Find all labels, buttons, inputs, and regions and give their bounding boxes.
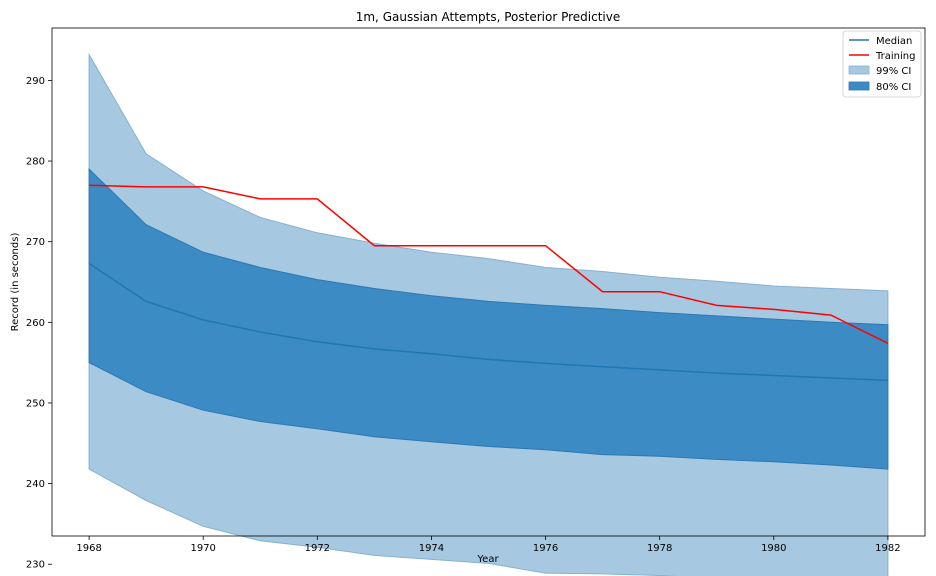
x-tick-label: 1968: [76, 543, 101, 554]
series-lines: [88, 184, 889, 382]
x-tick-label: 1978: [647, 543, 672, 554]
legend: Median Training 99% CI 80% CI: [842, 30, 922, 98]
chart-title: 1m, Gaussian Attempts, Posterior Predict…: [356, 10, 621, 24]
x-tick-label: 1982: [875, 543, 900, 554]
plot-frame: [51, 27, 926, 537]
legend-label-training: Training: [875, 51, 915, 62]
y-tick-label: 280: [26, 157, 45, 168]
y-tick-label: 230: [26, 560, 45, 571]
legend-box: [842, 30, 922, 98]
x-tick-label: 1974: [419, 543, 444, 554]
y-tick-label: 250: [26, 398, 45, 409]
legend-label-99ci: 99% CI: [876, 66, 911, 77]
series-line-training: [89, 184, 889, 344]
legend-swatch-99ci: [848, 65, 870, 75]
x-tick-label: 1976: [533, 543, 558, 554]
y-axis-label: Record (in seconds): [10, 233, 21, 332]
legend-swatch-80ci: [848, 81, 870, 91]
x-tick-label: 1972: [305, 543, 330, 554]
y-tick-label: 240: [26, 479, 45, 490]
x-axis-label: Year: [476, 554, 499, 565]
y-tick-label: 260: [26, 318, 45, 329]
legend-label-80ci: 80% CI: [876, 82, 911, 93]
y-tick-label: 290: [26, 76, 45, 87]
ci-bands: [88, 52, 889, 576]
x-tick-label: 1980: [761, 543, 786, 554]
legend-label-median: Median: [876, 36, 912, 47]
y-tick-label: 270: [26, 237, 45, 248]
band-80-ci: [88, 167, 889, 470]
x-tick-label: 1970: [190, 543, 215, 554]
y-axis: 230 240 250 260 270 280 290: [26, 76, 52, 571]
series-line-median: [88, 262, 888, 382]
x-axis: 1968 1970 1972 1974 1976 1978 1980 1982: [76, 536, 901, 554]
